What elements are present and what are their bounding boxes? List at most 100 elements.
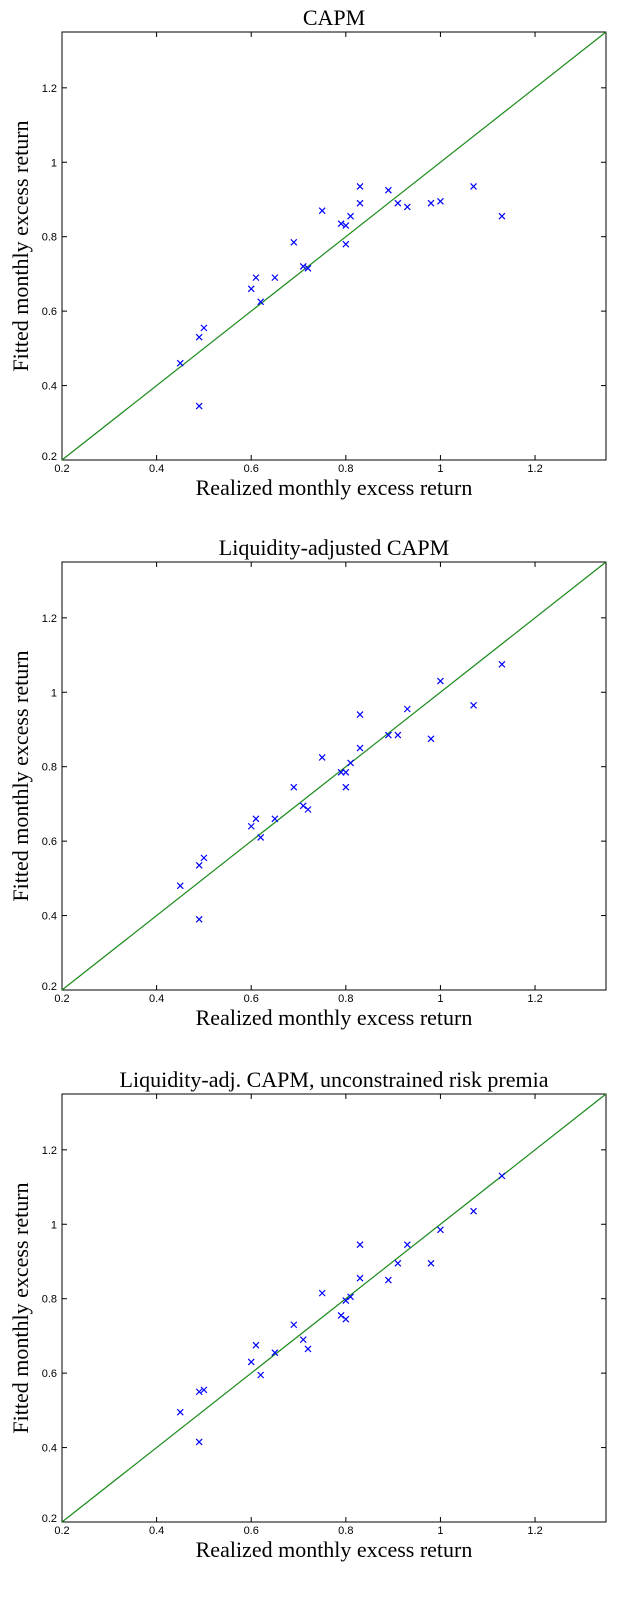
data-point	[347, 759, 354, 767]
data-point	[176, 1408, 184, 1416]
reference-line-45deg	[61, 31, 607, 461]
data-point	[318, 207, 326, 215]
data-point	[437, 197, 444, 205]
axes-frame	[61, 1093, 607, 1523]
data-point	[342, 222, 350, 229]
data-point	[290, 1321, 298, 1329]
data-point	[342, 1315, 350, 1323]
data-point	[384, 186, 392, 194]
data-point	[356, 199, 364, 207]
data-point	[337, 220, 345, 228]
data-point	[427, 735, 435, 743]
liquidity-adjusted-capm-panel: Liquidity-adjusted CAPM Realized monthly…	[8, 535, 607, 1030]
data-point	[299, 1336, 307, 1344]
y-tick-label: 0.2	[42, 451, 57, 463]
data-point	[195, 402, 203, 410]
data-point	[200, 854, 208, 862]
x-tick-label: 0.8	[338, 1525, 353, 1537]
data-point	[394, 199, 402, 207]
data-point	[176, 882, 184, 890]
data-point	[195, 861, 203, 869]
x-axis-label: Realized monthly excess return	[196, 1537, 473, 1562]
y-axis-label: Fitted monthly excess return	[8, 1182, 33, 1433]
x-tick-label: 0.4	[149, 463, 164, 475]
y-tick-label: 1	[51, 687, 57, 699]
data-point	[347, 212, 354, 220]
axes-frame	[61, 561, 607, 991]
data-point	[299, 802, 307, 810]
data-point	[356, 744, 364, 752]
chart-title: Liquidity-adjusted CAPM	[219, 535, 449, 560]
y-tick-label: 0.2	[42, 981, 57, 993]
data-point	[437, 677, 444, 685]
data-point	[394, 1259, 402, 1267]
x-tick-label: 1	[437, 463, 443, 475]
x-tick-label: 0.2	[54, 1525, 69, 1537]
chart-title: Liquidity-adj. CAPM, unconstrained risk …	[120, 1067, 549, 1092]
chart-title: CAPM	[303, 5, 365, 30]
data-point	[437, 1226, 444, 1234]
y-tick-label: 1.2	[42, 83, 57, 95]
x-tick-label: 1	[437, 1525, 443, 1537]
data-point	[403, 203, 411, 211]
x-axis-label: Realized monthly excess return	[196, 1005, 473, 1030]
data-point	[195, 1438, 203, 1446]
data-point	[498, 212, 506, 220]
data-point	[347, 1293, 354, 1301]
y-tick-label: 0.4	[42, 911, 57, 923]
data-point	[394, 731, 402, 739]
y-tick-label: 0.8	[42, 232, 57, 244]
data-point	[470, 1207, 477, 1215]
data-point	[384, 1276, 392, 1284]
y-tick-label: 1	[51, 1219, 57, 1231]
data-point	[498, 1172, 506, 1180]
data-point	[195, 915, 203, 923]
x-tick-label: 0.4	[149, 1525, 164, 1537]
data-point	[318, 753, 326, 761]
y-tick-label: 0.2	[42, 1513, 57, 1525]
x-tick-label: 0.8	[338, 993, 353, 1005]
data-point	[356, 711, 364, 719]
y-tick-label: 0.6	[42, 306, 57, 318]
data-point	[342, 783, 350, 791]
data-point	[271, 274, 279, 282]
data-point	[257, 298, 265, 306]
data-point	[195, 333, 203, 341]
data-point	[356, 183, 364, 190]
x-tick-label: 0.6	[244, 1525, 259, 1537]
data-point	[252, 815, 260, 823]
x-tick-label: 0.6	[244, 993, 259, 1005]
y-tick-label: 1.2	[42, 1145, 57, 1157]
y-tick-label: 1	[51, 157, 57, 169]
data-point	[304, 264, 312, 272]
y-tick-label: 1.2	[42, 613, 57, 625]
y-tick-label: 0.4	[42, 381, 57, 393]
axes-frame	[61, 31, 607, 461]
data-point	[252, 1341, 260, 1349]
data-point	[247, 1358, 255, 1366]
x-tick-label: 0.6	[244, 463, 259, 475]
data-point	[318, 1289, 326, 1297]
x-tick-label: 0.2	[54, 993, 69, 1005]
data-point	[498, 660, 506, 668]
y-tick-label: 0.4	[42, 1443, 57, 1455]
x-tick-label: 0.8	[338, 463, 353, 475]
y-axis-label: Fitted monthly excess return	[8, 120, 33, 371]
x-tick-label: 1	[437, 993, 443, 1005]
data-point	[290, 238, 298, 246]
data-point	[176, 359, 184, 367]
data-point	[342, 240, 350, 248]
y-tick-label: 0.6	[42, 1368, 57, 1380]
y-tick-label: 0.8	[42, 762, 57, 774]
x-tick-label: 1.2	[527, 993, 542, 1005]
data-point	[470, 701, 477, 709]
data-point	[247, 822, 255, 830]
x-tick-label: 0.2	[54, 463, 69, 475]
data-point	[271, 815, 279, 823]
data-point	[195, 1388, 203, 1396]
data-point	[384, 731, 392, 739]
data-point	[257, 1371, 265, 1379]
y-tick-label: 0.8	[42, 1294, 57, 1306]
data-point	[252, 274, 260, 282]
